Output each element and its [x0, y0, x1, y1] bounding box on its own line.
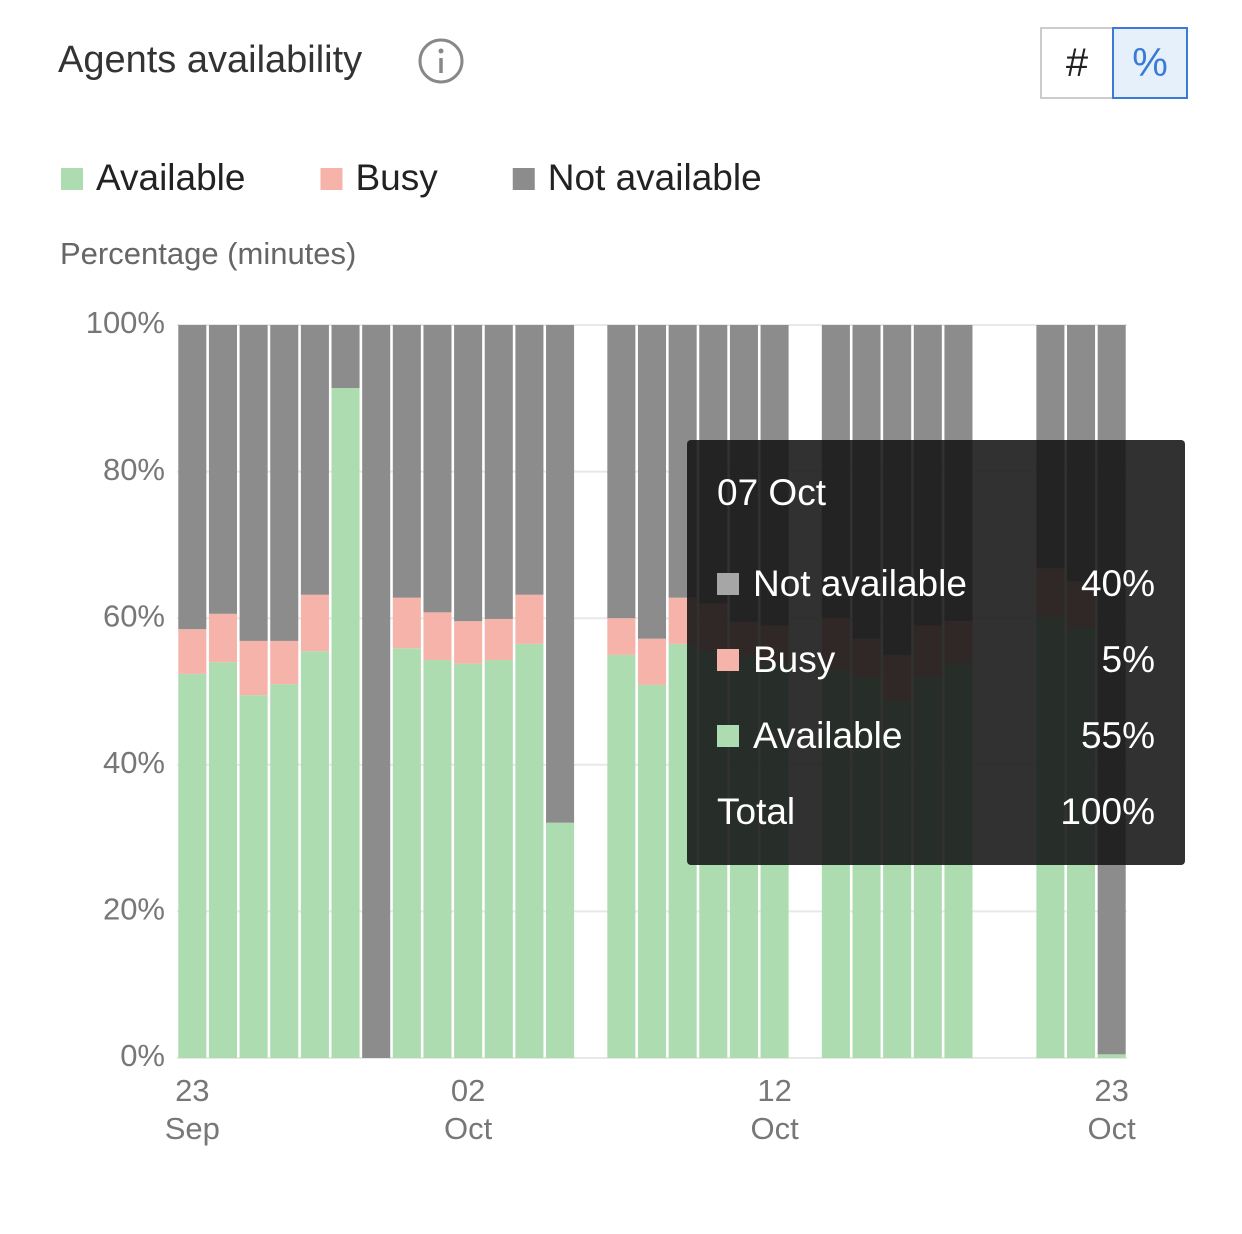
y-tick-label: 60%	[103, 598, 165, 633]
bar-segment	[454, 663, 483, 1058]
bar-segment	[270, 640, 299, 685]
bar-segment	[637, 325, 667, 639]
tooltip-total-name: Total	[717, 791, 796, 832]
legend-label: Busy	[355, 157, 438, 198]
bar-segment	[423, 612, 452, 660]
legend-swatch	[512, 168, 535, 190]
bar-segment	[239, 695, 268, 1058]
tooltip-row: Not available 40%	[717, 562, 1155, 606]
count-toggle[interactable]: #	[1040, 27, 1112, 99]
bar-segment	[331, 325, 360, 389]
bar-segment	[637, 638, 667, 685]
bar-segment	[607, 654, 636, 1058]
y-tick-label: 100%	[86, 305, 165, 340]
bar-segment	[392, 325, 421, 598]
y-tick-label: 80%	[103, 452, 165, 487]
bar-segment	[300, 651, 329, 1058]
tooltip-value: 40%	[1080, 563, 1155, 604]
bar-segment	[484, 618, 513, 660]
bar-segment	[208, 662, 237, 1058]
bar-segment	[484, 659, 513, 1058]
tooltip-row: Available 55%	[717, 714, 1155, 758]
tooltip-value: 5%	[1101, 639, 1155, 680]
bar-segment	[546, 822, 575, 1058]
bar-segment	[637, 684, 667, 1058]
x-tick-label: 23 Sep	[164, 1073, 220, 1146]
legend-label: Not available	[548, 157, 762, 198]
bar-segment	[208, 325, 237, 614]
x-tick-label: 12 Oct	[750, 1073, 799, 1146]
tooltip-value: 55%	[1080, 715, 1155, 756]
x-tick-label: 02 Oct	[444, 1073, 493, 1146]
bar-segment	[300, 594, 329, 652]
bar-segment	[515, 325, 544, 595]
bar-segment	[331, 388, 360, 1059]
bar-segment	[515, 594, 544, 644]
legend-swatch	[320, 168, 343, 190]
bar-segment	[239, 325, 268, 641]
bar-segment	[546, 325, 575, 823]
tooltip-swatch	[717, 725, 739, 747]
tooltip-title: 07 Oct	[717, 472, 826, 513]
bar-segment	[392, 648, 421, 1058]
bar-segment	[484, 325, 513, 619]
bar-segment	[1097, 1054, 1126, 1058]
info-icon[interactable]	[418, 38, 464, 84]
percent-toggle[interactable]: %	[1112, 27, 1188, 99]
bar-segment	[423, 325, 452, 613]
y-tick-label: 20%	[103, 892, 165, 927]
tooltip-swatch	[717, 573, 739, 595]
bar-segment	[607, 618, 636, 655]
x-tick-label: 23 Oct	[1087, 1073, 1136, 1146]
bar-segment	[178, 629, 207, 674]
tooltip-total-value: 100%	[1060, 791, 1155, 832]
bar-segment	[392, 597, 421, 649]
y-axis-label: Percentage (minutes)	[60, 236, 356, 271]
bar-segment	[178, 673, 207, 1058]
bar-segment	[454, 325, 483, 622]
tooltip-name: Not available	[753, 563, 967, 604]
legend-swatch	[61, 168, 83, 190]
tooltip-name: Busy	[753, 639, 836, 680]
bar-segment	[239, 640, 268, 696]
tooltip-row: Busy 5%	[717, 638, 1155, 682]
y-tick-label: 0%	[120, 1038, 165, 1073]
bar-segment	[515, 643, 544, 1058]
tooltip-name: Available	[753, 715, 903, 756]
tooltip-swatch	[717, 649, 739, 671]
bar-segment	[362, 325, 391, 1058]
tooltip-total: Total 100%	[717, 790, 1155, 834]
bar-segment	[300, 325, 329, 595]
bar-segment	[454, 621, 483, 664]
y-tick-label: 40%	[103, 745, 165, 780]
bar-segment	[607, 325, 636, 619]
bar-segment	[208, 613, 237, 663]
bar-segment	[270, 325, 299, 641]
title: Agents availability	[58, 39, 362, 81]
bar-segment	[178, 325, 207, 630]
bar-segment	[270, 684, 299, 1058]
bar-segment	[423, 659, 452, 1058]
tooltip: 07 Oct Not available 40% Busy 5% Available 55%…	[687, 440, 1185, 865]
legend-label: Available	[96, 157, 245, 198]
